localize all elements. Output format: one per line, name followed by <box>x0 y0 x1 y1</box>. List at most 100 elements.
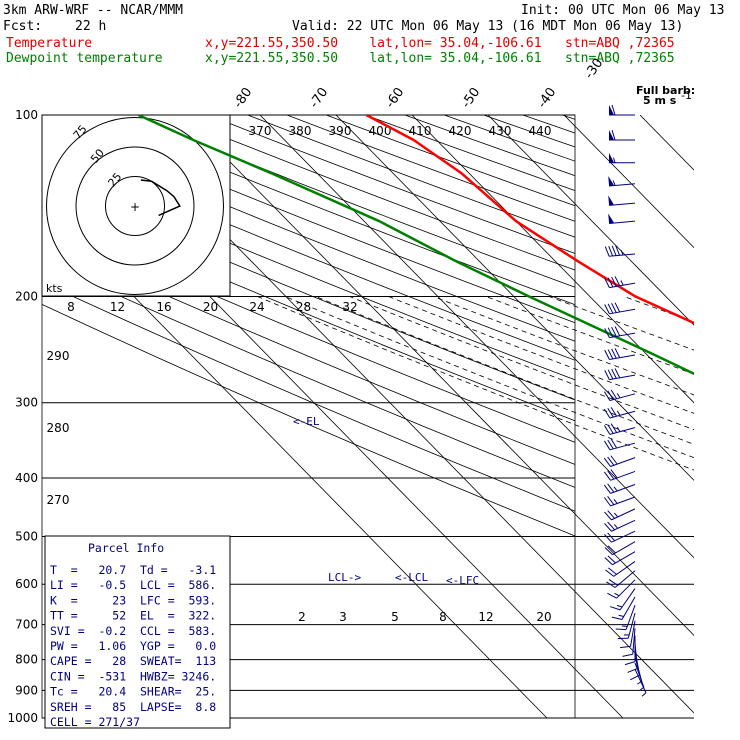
forecast-hours: 22 h <box>75 19 107 34</box>
wind-barb <box>611 596 636 621</box>
wind-barb <box>608 195 636 206</box>
parcel-row: PW = 1.06 YGP = 0.0 <box>50 639 216 653</box>
wind-barb <box>604 508 636 521</box>
mixing-ratio-label: 5 <box>391 610 399 624</box>
parcel-row: CELL = 271/37 <box>50 715 140 729</box>
wind-speed-label: 20 <box>203 300 218 314</box>
el-marker: <-EL <box>293 415 320 428</box>
isotherm-tick-label: -60 <box>383 85 407 111</box>
plot-frame <box>41 114 576 719</box>
lfc-marker: <-LFC <box>446 574 479 587</box>
wind-barb <box>606 570 636 588</box>
wind-barb <box>604 519 636 532</box>
pressure-tick-label: 300 <box>15 396 38 410</box>
dry-adiabat-line <box>42 303 575 537</box>
moist-adiabat-line <box>624 296 694 323</box>
wind-barbs <box>603 104 647 697</box>
wind-barb <box>617 612 636 640</box>
wind-barb <box>604 551 636 566</box>
isotherm-line <box>335 115 694 481</box>
full-barb-units: 5 m s <box>643 94 677 107</box>
isotherm-tick-label: -70 <box>307 85 331 111</box>
temperature-location: x,y=221.55,350.50 lat,lon= 35.04,-106.61… <box>205 36 675 51</box>
parcel-row: K = 23 LFC = 593. <box>50 593 216 607</box>
dry-adiabat-line <box>444 115 575 162</box>
parcel-title: Parcel Info <box>88 541 164 555</box>
wind-barb <box>603 469 636 481</box>
wind-barb <box>610 588 636 611</box>
wind-speed-label: 8 <box>67 300 75 314</box>
moist-adiabat-line <box>349 296 694 431</box>
mixing-ratio-label: 8 <box>439 610 447 624</box>
pressure-tick-label: 800 <box>15 653 38 667</box>
parcel-row: TT = 52 EL = 322. <box>50 609 216 623</box>
pressure-tick-label: 700 <box>15 618 38 632</box>
wind-barb <box>604 348 636 360</box>
dry-adiabat-label: 270 <box>47 493 70 507</box>
wind-barb <box>603 389 636 402</box>
wind-barb <box>603 496 636 507</box>
wind-barb <box>604 245 636 257</box>
sounding-profiles <box>137 115 694 376</box>
wind-barb <box>609 104 635 116</box>
moist-adiabat-line <box>433 296 694 396</box>
parcel-box <box>44 535 231 729</box>
forecast-label: Fcst: <box>3 19 43 34</box>
dry-adiabat-line <box>680 115 740 718</box>
wind-barb <box>620 620 636 649</box>
dry-adiabat-line <box>42 200 575 422</box>
dry-adiabat-line <box>42 219 575 443</box>
dry-adiabat-line <box>602 115 740 718</box>
moist-adiabat-line <box>315 296 694 445</box>
wind-barb <box>604 368 636 381</box>
moist-adiabat-line <box>257 296 694 471</box>
wind-speed-label: 32 <box>342 300 357 314</box>
temperature-profile <box>365 115 694 325</box>
axis-labels: -80-70-60-50-40-30-20-100102030403703803… <box>47 0 696 624</box>
lcl-marker-left: LCL-> <box>328 571 361 584</box>
wind-speed-label: 24 <box>249 300 264 314</box>
theta-e-label: 440 <box>529 124 552 138</box>
wind-barb <box>622 628 636 657</box>
dry-adiabat-line <box>42 260 575 488</box>
moist-adiabat-grid <box>257 296 740 719</box>
isotherm-tick-label: -80 <box>231 85 255 111</box>
theta-e-label: 380 <box>289 124 312 138</box>
wind-barb <box>603 407 636 419</box>
wind-barb <box>608 213 636 224</box>
isotherm-tick-label: -50 <box>459 85 483 111</box>
isotherm-line <box>716 115 740 718</box>
full-barb-label: Full barb: <box>636 84 695 97</box>
hodograph-units: kts <box>46 282 63 295</box>
pressure-tick-label: 500 <box>15 529 38 543</box>
wind-barb <box>615 605 636 631</box>
mixing-ratio-label: 12 <box>478 610 493 624</box>
init-time: Init: 00 UTC Mon 06 May 13 <box>521 3 725 18</box>
wind-barb <box>604 326 636 339</box>
dry-adiabat-line <box>641 115 740 718</box>
dry-adiabat-line <box>208 115 575 254</box>
theta-e-label: 420 <box>449 124 472 138</box>
wind-barb <box>603 483 636 494</box>
pressure-tick-label: 600 <box>15 577 38 591</box>
moist-adiabat-line <box>713 297 740 719</box>
isotherm-line <box>411 115 694 404</box>
wind-barb <box>604 302 636 315</box>
mixing-ratio-label: 20 <box>536 610 551 624</box>
theta-e-label: 370 <box>249 124 272 138</box>
pressure-tick-label: 400 <box>15 471 38 485</box>
pressure-tick-label: 100 <box>15 108 38 122</box>
dry-adiabat-line <box>42 239 575 465</box>
dewpoint-legend: Dewpoint temperature <box>6 51 163 66</box>
wind-barb <box>604 530 636 543</box>
temperature-legend: Temperature <box>6 36 93 51</box>
wind-speed-label: 28 <box>296 300 311 314</box>
moist-adiabat-line <box>486 296 694 375</box>
dry-adiabat-line <box>326 115 575 207</box>
theta-e-label: 430 <box>489 124 512 138</box>
pressure-tick-label: 900 <box>15 683 38 697</box>
full-barb-exponent: -1 <box>681 89 692 102</box>
lcl-marker-right: <-LCL <box>395 571 428 584</box>
parcel-row: T = 20.7 Td = -3.1 <box>50 563 216 577</box>
